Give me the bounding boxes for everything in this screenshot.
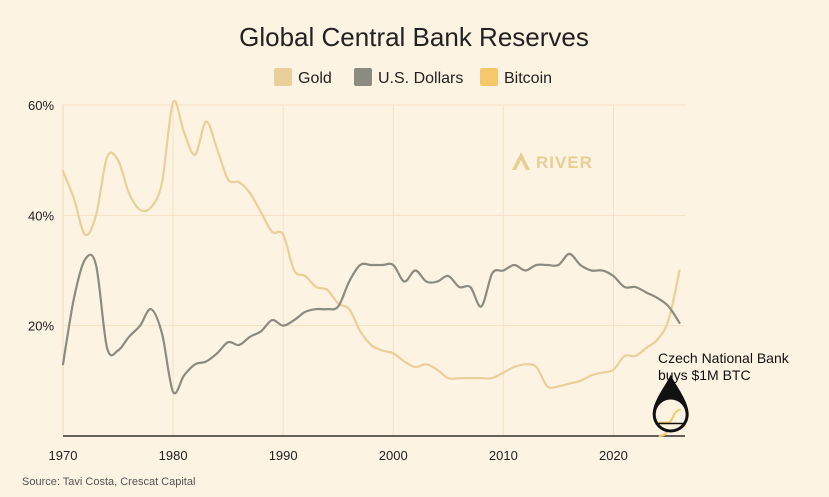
x-tick-label: 2010 bbox=[489, 448, 518, 463]
legend-label-gold: Gold bbox=[298, 70, 332, 87]
annotation: Czech National Bank buys $1M BTC bbox=[652, 350, 790, 433]
river-logo-text: RIVER bbox=[536, 153, 593, 172]
x-tick-label: 2000 bbox=[379, 448, 408, 463]
legend-label-u-s-dollars: U.S. Dollars bbox=[378, 70, 463, 87]
annotation-inset-bitcoin-line bbox=[658, 408, 681, 424]
x-tick-label: 1980 bbox=[159, 448, 188, 463]
river-logo-icon bbox=[512, 152, 530, 170]
legend-swatch-gold bbox=[274, 68, 292, 86]
river-logo: RIVER bbox=[512, 152, 593, 172]
x-tick-label: 1990 bbox=[269, 448, 298, 463]
legend-swatch-bitcoin bbox=[480, 68, 498, 86]
y-tick-label: 60% bbox=[28, 98, 54, 113]
x-tick-label: 1970 bbox=[49, 448, 78, 463]
source-note: Source: Tavi Costa, Crescat Capital bbox=[22, 476, 195, 488]
annotation-line-2: buys $1M BTC bbox=[658, 367, 751, 383]
grid bbox=[63, 104, 685, 436]
legend-label-bitcoin: Bitcoin bbox=[504, 70, 552, 87]
annotation-inset bbox=[655, 399, 686, 430]
y-tick-label: 20% bbox=[28, 319, 54, 334]
annotation-line-1: Czech National Bank bbox=[658, 350, 790, 366]
series-line-u-s-dollars bbox=[61, 252, 681, 395]
y-tick-label: 40% bbox=[28, 208, 54, 223]
legend-swatch-u-s-dollars bbox=[354, 68, 372, 86]
series-group bbox=[61, 99, 687, 438]
chart-title: Global Central Bank Reserves bbox=[239, 22, 589, 52]
legend: Gold U.S. Dollars Bitcoin bbox=[274, 68, 552, 87]
axes: 20% 40% 60% 1970 1980 1990 2000 2010 2020 bbox=[28, 98, 685, 463]
series-line-gold bbox=[61, 99, 681, 390]
x-tick-label: 2020 bbox=[599, 448, 628, 463]
